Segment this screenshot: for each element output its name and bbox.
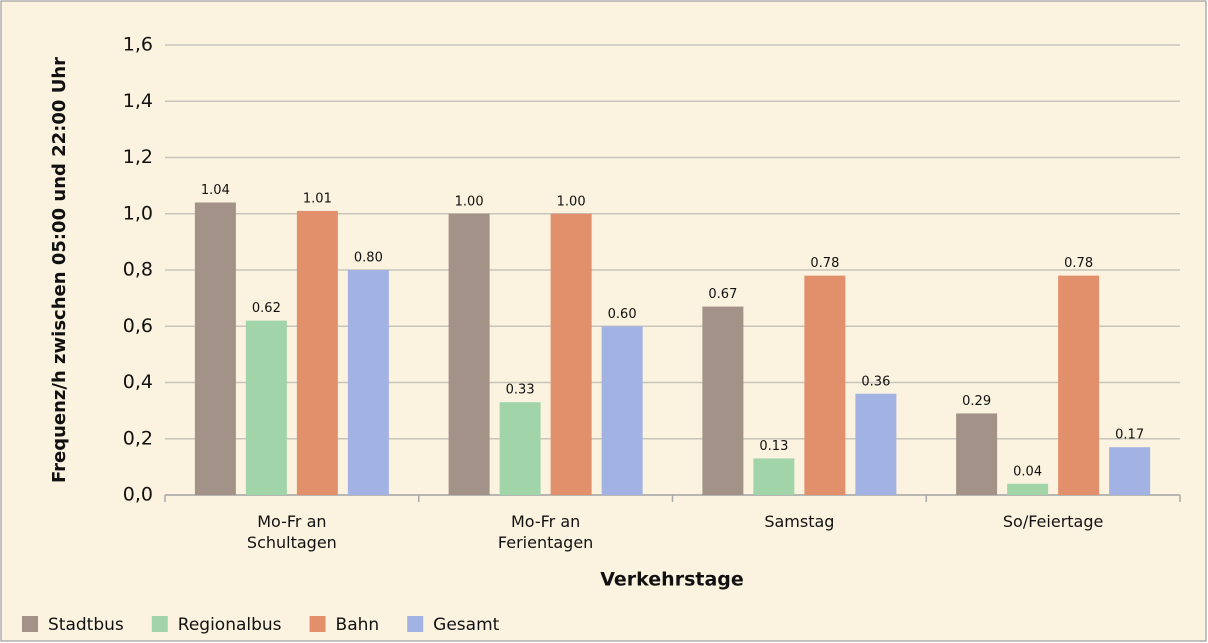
bar (855, 393, 897, 495)
y-tick-label: 1,4 (123, 90, 153, 112)
legend-label: Gesamt (433, 615, 499, 635)
y-tick-label: 0,0 (123, 484, 153, 506)
bar (296, 210, 338, 495)
bar (804, 275, 846, 495)
value-label: 1.01 (303, 191, 332, 206)
y-tick-label: 0,2 (123, 427, 153, 449)
value-label: 0.36 (861, 374, 890, 389)
bar (245, 320, 287, 495)
bar (1058, 275, 1100, 495)
value-label: 1.00 (557, 194, 586, 209)
value-label: 1.04 (201, 183, 230, 198)
y-tick-label: 0,4 (123, 371, 153, 393)
legend-label: Regionalbus (178, 615, 282, 635)
y-axis-title: Frequenz/h zwischen 05:00 und 22:00 Uhr (49, 57, 70, 483)
bar (956, 413, 998, 495)
value-label: 0.78 (810, 256, 839, 271)
legend-label: Stadtbus (48, 615, 124, 635)
bar (550, 213, 592, 495)
value-label: 0.33 (506, 383, 535, 398)
y-tick-label: 0,8 (123, 259, 153, 281)
legend-swatch (22, 616, 38, 632)
x-tick-label: So/Feiertage (1003, 512, 1103, 531)
y-tick-label: 1,0 (123, 202, 153, 224)
x-tick-label: Mo-Fr an Schultagen (247, 512, 337, 552)
value-label: 0.13 (759, 439, 788, 454)
value-label: 0.67 (708, 287, 737, 302)
bar (702, 306, 744, 495)
x-tick-label: Mo-Fr an Ferientagen (498, 512, 593, 552)
value-label: 0.62 (252, 301, 281, 316)
y-tick-label: 1,2 (123, 146, 153, 168)
bar (499, 402, 541, 495)
legend-swatch (309, 616, 326, 632)
value-label: 0.78 (1064, 256, 1093, 271)
value-label: 1.00 (455, 194, 484, 209)
legend-swatch (407, 616, 424, 632)
bar (448, 213, 490, 495)
value-label: 0.60 (608, 307, 637, 322)
bar (1109, 447, 1151, 495)
value-label: 0.17 (1115, 428, 1144, 443)
y-tick-label: 0,6 (123, 315, 153, 337)
x-axis-title: Verkehrstage (600, 569, 744, 591)
legend-swatch (151, 616, 168, 632)
legend-label: Bahn (336, 615, 380, 635)
y-tick-label: 1,6 (123, 34, 153, 56)
value-label: 0.29 (962, 394, 991, 409)
x-tick-label: Samstag (764, 512, 834, 531)
value-label: 0.04 (1013, 464, 1042, 479)
bar (1007, 483, 1049, 495)
value-label: 0.80 (354, 251, 383, 266)
bar (347, 270, 389, 495)
bar (194, 202, 236, 495)
bar (753, 458, 795, 495)
bar (601, 326, 643, 495)
